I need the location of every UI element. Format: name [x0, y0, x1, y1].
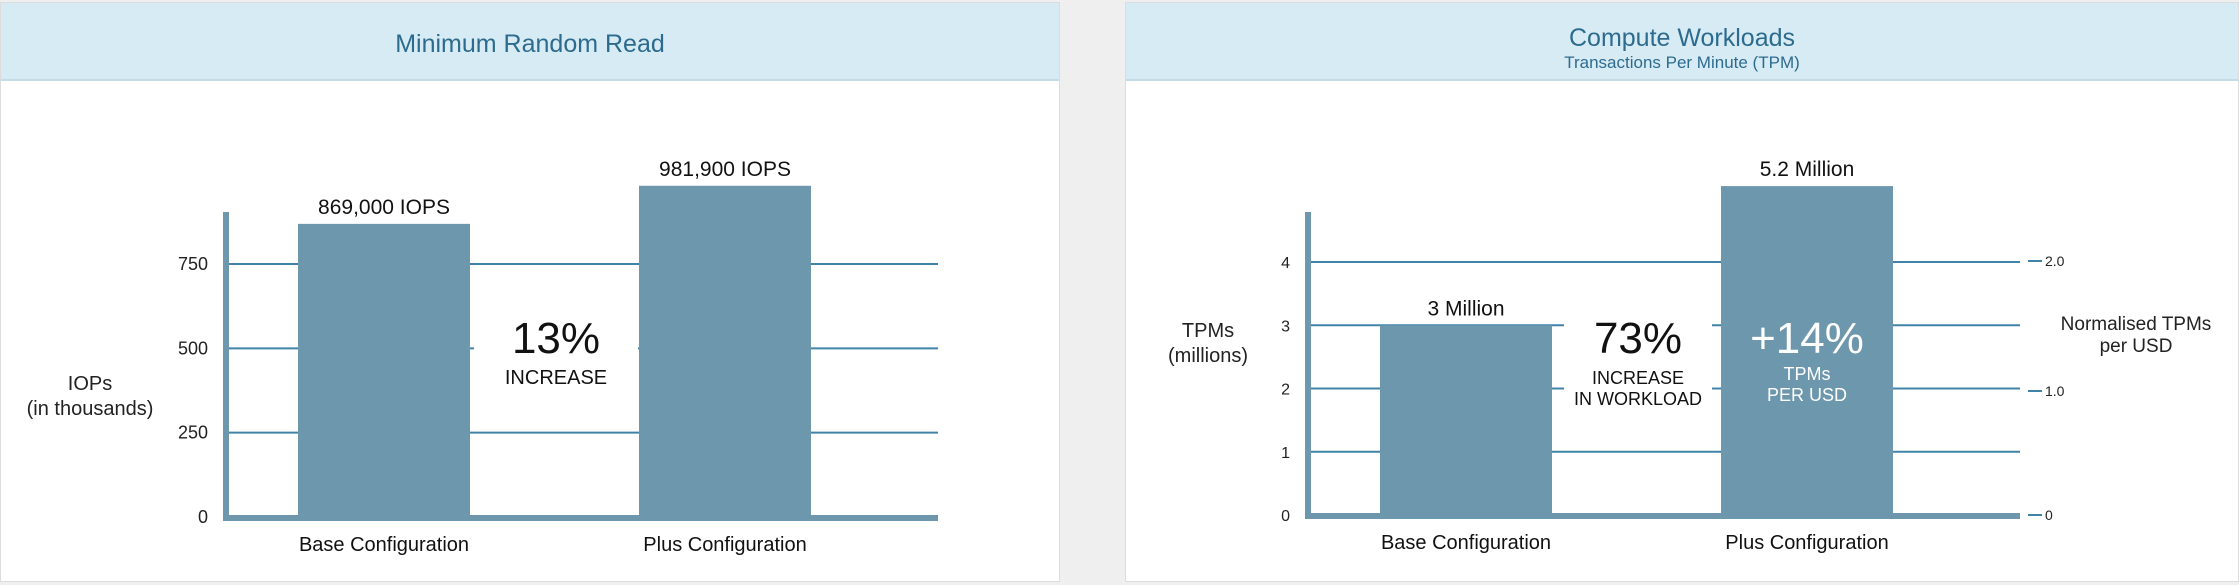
bar-callout-text: TPMs PER USD — [1767, 364, 1847, 405]
bar-data-label: 869,000 IOPS — [318, 196, 450, 219]
y2-tick-label: 1.0 — [2045, 383, 2065, 399]
chart-title: Minimum Random Read — [395, 30, 665, 58]
y-axis-label: TPMs (millions) — [1168, 320, 1248, 367]
bar-data-label: 981,900 IOPS — [659, 158, 791, 181]
x-tick-label: Plus Configuration — [1725, 532, 1888, 554]
callout-text: INCREASE — [505, 367, 607, 389]
y-tick-label: 500 — [178, 338, 208, 358]
y-tick-label: 3 — [1281, 318, 1290, 335]
bar — [639, 185, 811, 517]
bar-data-label: 3 Million — [1427, 297, 1504, 320]
callout-percentage: 73% — [1594, 314, 1682, 363]
callout-percentage: 13% — [512, 314, 600, 363]
iops-chart-panel: Minimum Random Read — [0, 2, 1060, 582]
y-axis-label: IOPs (in thousands) — [27, 373, 154, 420]
bar — [298, 223, 470, 517]
bar-callout-percentage: +14% — [1750, 314, 1864, 363]
panel-header: Minimum Random Read — [1, 3, 1059, 81]
y-tick-label: 1 — [1281, 445, 1290, 462]
x-tick-label: Base Configuration — [1381, 532, 1551, 554]
y2-axis-label: Normalised TPMs per USD — [2061, 314, 2212, 357]
callout-background — [1564, 300, 1712, 412]
y-tick-label: 2 — [1281, 382, 1290, 399]
x-tick-label: Base Configuration — [299, 534, 469, 556]
chart-title: Compute Workloads — [1568, 24, 1796, 52]
bar — [1721, 186, 1893, 515]
callout-text: INCREASE IN WORKLOAD — [1574, 368, 1702, 409]
callout-background — [474, 300, 638, 400]
y-tick-label: 750 — [178, 254, 208, 274]
y-tick-label: 250 — [178, 423, 208, 443]
bar — [1380, 325, 1552, 515]
x-tick-label: Plus Configuration — [643, 534, 806, 556]
panel-header: Compute Workloads Transactions Per Minut… — [1126, 3, 2238, 81]
y-tick-label: 0 — [198, 507, 208, 527]
y-tick-label: 4 — [1281, 255, 1290, 272]
bar-data-label: 5.2 Million — [1760, 158, 1855, 181]
y-tick-label: 0 — [1281, 508, 1290, 525]
y2-tick-label: 0 — [2045, 507, 2053, 523]
y2-tick-label: 2.0 — [2045, 253, 2065, 269]
chart-subtitle: Transactions Per Minute (TPM) — [1564, 53, 1800, 72]
